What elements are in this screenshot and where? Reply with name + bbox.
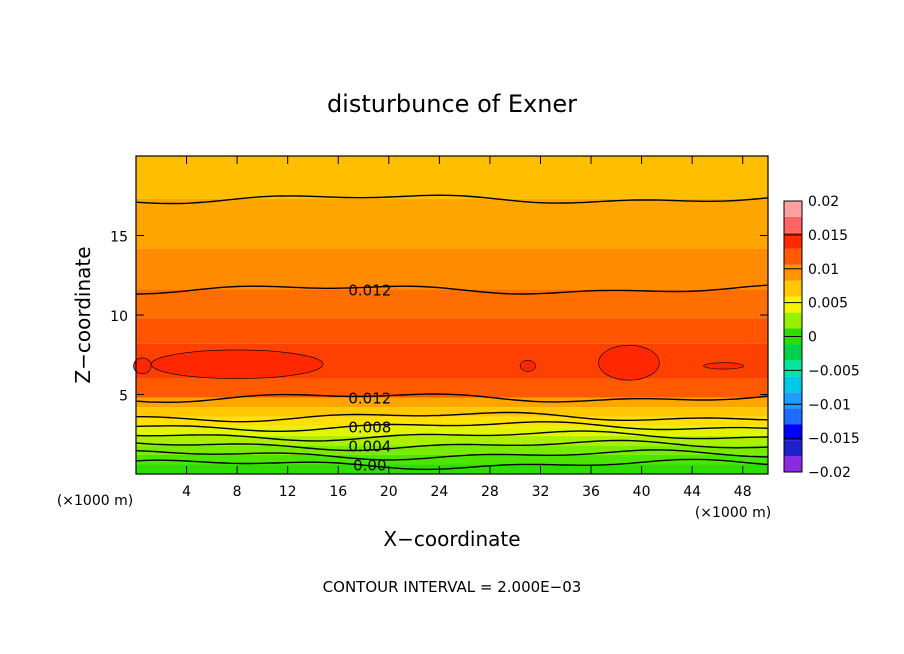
x-unit-right: (×1000 m) — [695, 505, 771, 521]
x-tick-label: 32 — [532, 484, 550, 500]
contour-band — [136, 445, 768, 455]
contour-band — [136, 378, 768, 398]
colorbar-segment — [784, 201, 802, 217]
x-tick-label: 40 — [633, 484, 651, 500]
contour-line — [135, 430, 769, 442]
colorbar-segment — [784, 360, 802, 377]
contour-band — [136, 198, 768, 249]
colorbar-tick-label: −0.01 — [808, 397, 851, 413]
chart-title: disturbunce of Exner — [327, 90, 577, 118]
colorbar-segment — [784, 248, 802, 265]
x-tick-label: 36 — [582, 484, 600, 500]
colorbar-tick-label: −0.005 — [808, 363, 860, 379]
contour-line — [136, 411, 769, 423]
contour-band — [136, 397, 768, 408]
y-axis-label: Z−coordinate — [71, 246, 95, 383]
colorbar-segment — [784, 232, 802, 249]
contour-band — [136, 416, 768, 427]
colorbar-segment — [784, 456, 802, 472]
contour-band — [136, 426, 768, 436]
contour-maximum — [150, 349, 324, 379]
colorbar-segment — [784, 440, 802, 457]
contour-band — [136, 435, 768, 446]
contour-label: 0.012 — [348, 390, 391, 408]
colorbar-tick-label: 0.01 — [808, 262, 839, 278]
colorbar-tick-label: −0.015 — [808, 431, 860, 447]
x-axis-label: X−coordinate — [383, 527, 520, 551]
contour-band — [136, 464, 768, 474]
contour-line — [135, 439, 769, 452]
contour-line — [135, 194, 769, 205]
contour-maximum — [133, 357, 152, 375]
contour-label: 0.008 — [348, 418, 391, 436]
contour-interval-note: CONTOUR INTERVAL = 2.000E−03 — [323, 578, 582, 596]
contour-label: 0.012 — [348, 282, 391, 300]
contour-label: 0.004 — [348, 437, 391, 455]
contour-line — [135, 449, 769, 461]
x-tick-label: 8 — [233, 484, 242, 500]
contour-line — [135, 393, 769, 404]
colorbar-segment — [784, 280, 802, 297]
x-tick-label: 44 — [683, 484, 701, 500]
colorbar-tick-label: 0 — [808, 330, 817, 346]
contour-line — [135, 284, 769, 295]
contour-maximum — [519, 360, 536, 372]
x-tick-label: 12 — [279, 484, 297, 500]
colorbar-tick-label: 0.02 — [808, 194, 839, 210]
colorbar-tick-label: −0.02 — [808, 465, 851, 481]
contour-band — [136, 289, 768, 319]
contour-band — [136, 318, 768, 344]
colorbar-tick-label: 0.005 — [808, 296, 848, 312]
y-tick-label: 10 — [110, 309, 128, 325]
contour-band — [136, 454, 768, 465]
colorbar-segment — [784, 424, 802, 441]
colorbar-segment — [784, 296, 802, 313]
colorbar-segment — [784, 312, 802, 329]
x-tick-label: 20 — [380, 484, 398, 500]
contour-maximum — [598, 344, 660, 381]
y-tick-label: 5 — [119, 389, 128, 405]
colorbar-segment — [784, 216, 802, 233]
colorbar-segment — [784, 344, 802, 361]
y-tick-label: 15 — [110, 230, 128, 246]
x-tick-label: 24 — [430, 484, 448, 500]
contour-line — [135, 458, 769, 471]
contour-band — [136, 156, 768, 199]
x-tick-label: 16 — [329, 484, 347, 500]
x-unit-left: (×1000 m) — [57, 493, 133, 509]
colorbar-tick-label: 0.015 — [808, 228, 848, 244]
colorbar-segment — [784, 408, 802, 425]
contour-band — [136, 248, 768, 290]
x-tick-label: 28 — [481, 484, 499, 500]
colorbar-segment — [784, 392, 802, 409]
x-tick-label: 4 — [182, 484, 191, 500]
colorbar-segment — [784, 264, 802, 281]
contour-label: 0.00 — [353, 456, 386, 474]
contour-line — [135, 421, 769, 432]
contour-band — [136, 407, 768, 417]
colorbar: 0.02 0.015 0.01 0.005 0 −0.005 −0.01 −0.015 −0.0… — [783, 194, 860, 481]
colorbar-segment — [784, 376, 802, 393]
contour-maximum — [703, 362, 745, 370]
x-tick-label: 48 — [734, 484, 752, 500]
